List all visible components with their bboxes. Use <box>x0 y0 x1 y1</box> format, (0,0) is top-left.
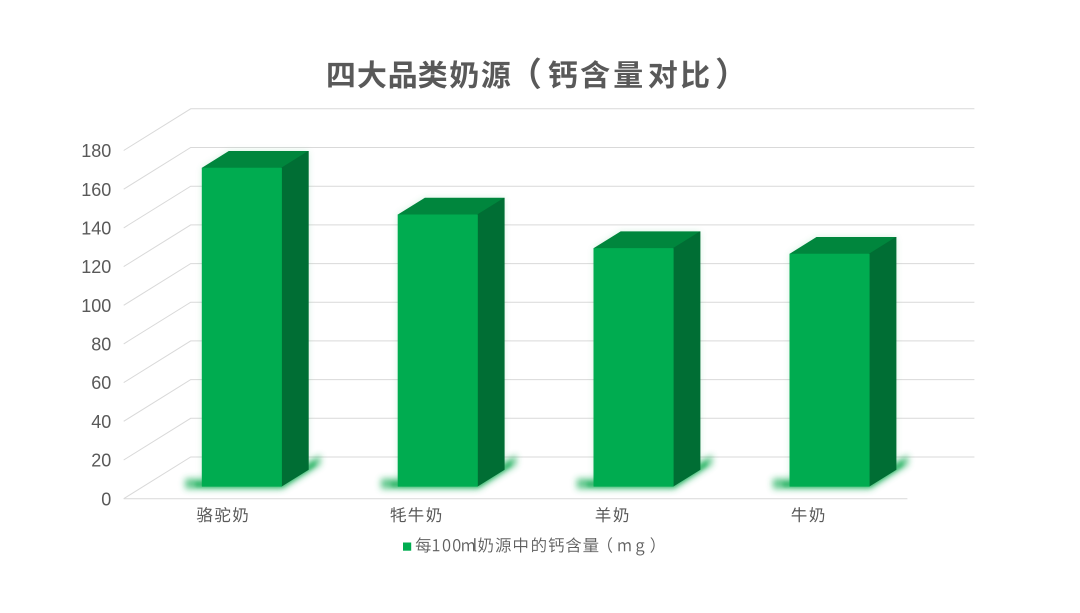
svg-text:20: 20 <box>91 451 111 471</box>
svg-text:140: 140 <box>81 219 111 239</box>
svg-text:80: 80 <box>91 335 111 355</box>
svg-text:120: 120 <box>81 257 111 277</box>
svg-text:40: 40 <box>91 412 111 432</box>
svg-text:180: 180 <box>81 141 111 161</box>
svg-text:100: 100 <box>81 296 111 316</box>
svg-text:60: 60 <box>91 373 111 393</box>
svg-text:160: 160 <box>81 180 111 200</box>
svg-text:0: 0 <box>101 489 111 509</box>
